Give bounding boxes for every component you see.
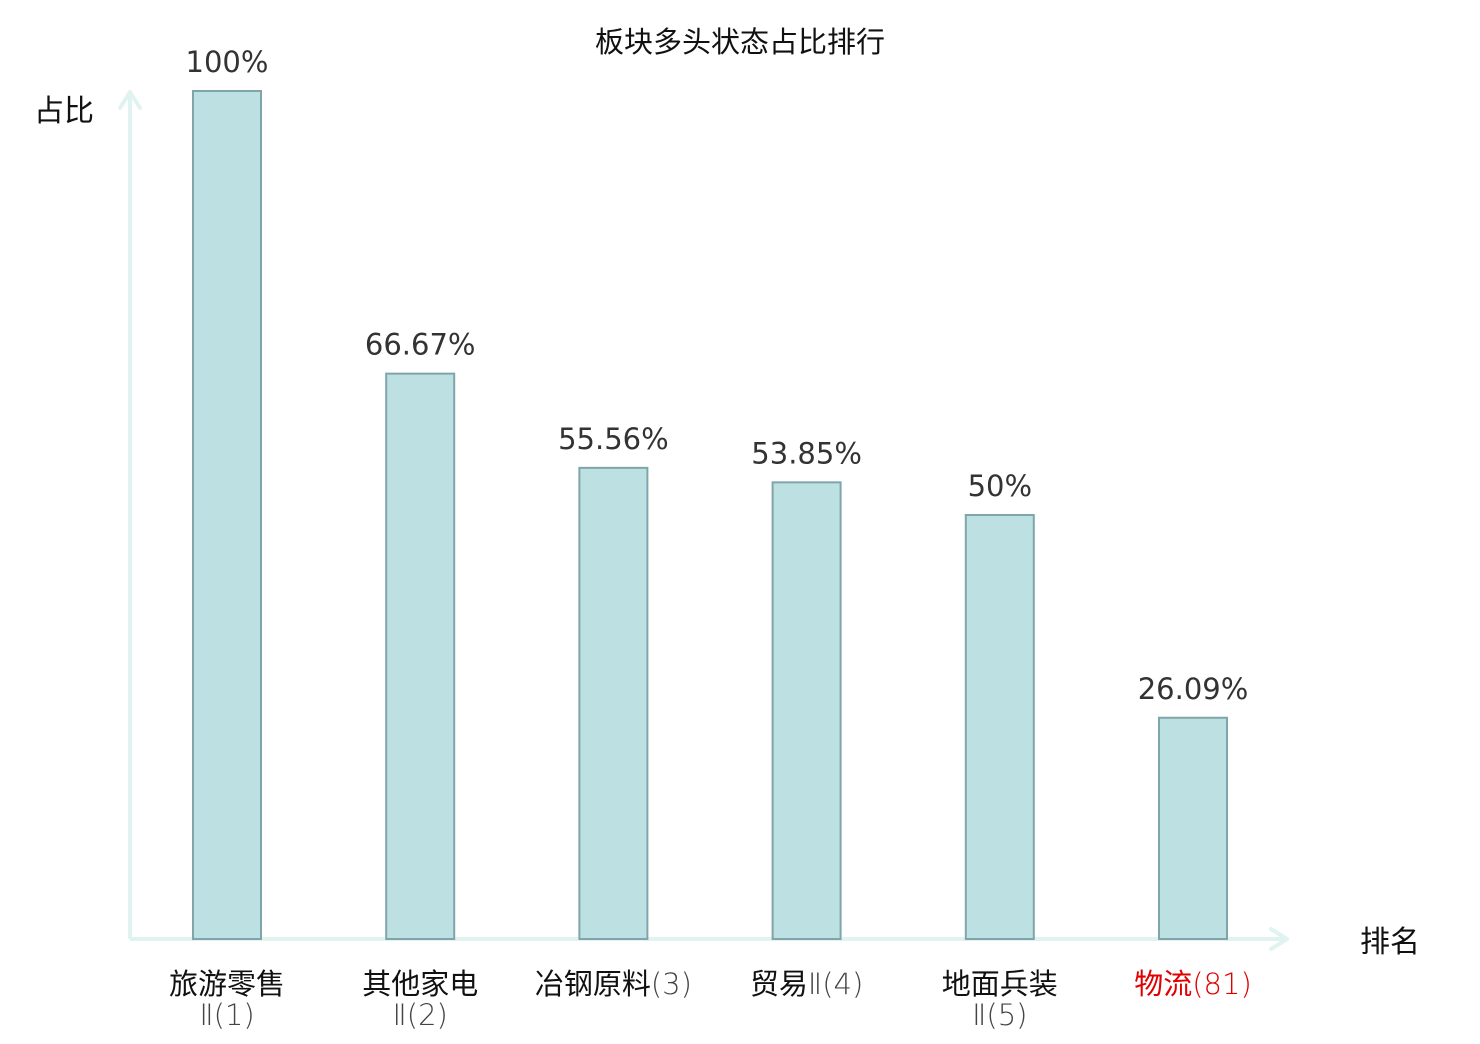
axes [118, 90, 1289, 951]
chart-title: 板块多头状态占比排行 [595, 25, 885, 59]
category-name: 贸易 [750, 967, 808, 1001]
bar [578, 466, 649, 940]
bar [192, 90, 262, 940]
category-rank: (81) [1192, 967, 1252, 1001]
category-rank: Ⅱ(1) [199, 998, 254, 1032]
category-rank: Ⅱ(4) [808, 967, 863, 1001]
y-axis-arrow-icon [118, 90, 142, 110]
bar [771, 481, 842, 940]
category-label: 物流(81) [1134, 967, 1252, 1001]
category-rank: (3) [651, 967, 692, 1001]
bar-value-label: 100% [186, 45, 269, 79]
y-axis-label: 占比 [34, 94, 94, 129]
bar-value-label: 53.85% [751, 436, 862, 470]
bars-group [192, 90, 1228, 940]
bar [1158, 716, 1228, 940]
bar-value-label: 55.56% [558, 422, 669, 456]
category-name: 其他家电 [362, 967, 478, 1001]
category-name: 地面兵装 [942, 967, 1058, 1001]
category-name: 旅游零售 [169, 967, 285, 1001]
category-label: 贸易Ⅱ(4) [750, 967, 863, 1001]
bar [385, 372, 456, 940]
category-name: 物流 [1134, 967, 1192, 1001]
bar [964, 514, 1035, 940]
category-name: 冶钢原料 [535, 967, 651, 1001]
bar-value-label: 66.67% [365, 328, 476, 362]
value-labels-group: 100% 66.67% 55.56% 53.85% 50% 26.09% [186, 45, 1249, 706]
x-axis-arrow-icon [1269, 927, 1289, 951]
category-label: 冶钢原料(3) [535, 967, 692, 1001]
x-axis-label: 排名 [1360, 925, 1420, 960]
category-rank: Ⅱ(2) [393, 998, 448, 1032]
bar-value-label: 26.09% [1138, 672, 1249, 706]
category-rank: Ⅱ(5) [972, 998, 1027, 1032]
bar-value-label: 50% [968, 469, 1032, 503]
